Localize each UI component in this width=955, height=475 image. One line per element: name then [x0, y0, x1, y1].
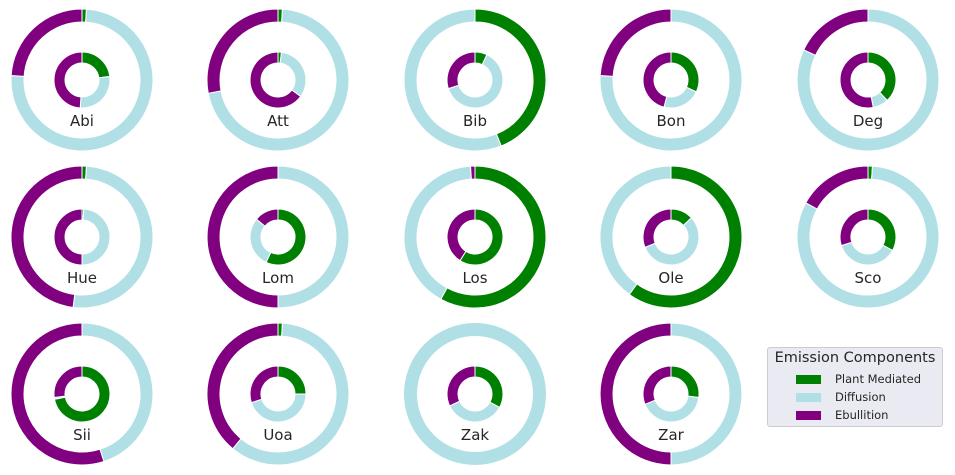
hue-outer-ebullition-wedge — [10, 165, 83, 308]
sco-inner-ebullition-wedge — [839, 208, 869, 247]
abi-inner-plant-mediated-wedge — [81, 51, 111, 79]
donut-deg: Deg — [796, 8, 940, 152]
los-inner-plant-mediated-wedge — [459, 208, 504, 266]
ole-inner-ebullition-wedge — [642, 208, 672, 248]
site-label-ole: Ole — [658, 269, 683, 287]
ole-outer-diffusion-wedge — [599, 165, 672, 296]
site-label-hue: Hue — [67, 269, 97, 287]
bon-outer-ebullition-wedge — [599, 8, 672, 77]
legend-label-plant-mediated: Plant Mediated — [835, 372, 922, 386]
deg-outer-diffusion-wedge — [796, 8, 940, 152]
lom-outer-ebullition-wedge — [206, 165, 279, 309]
site-label-zak: Zak — [461, 426, 489, 444]
site-label-lom: Lom — [262, 269, 294, 287]
donut-sii: Sii — [10, 322, 154, 466]
uoa-inner-ebullition-wedge — [249, 365, 279, 404]
hue-inner-diffusion-wedge — [81, 208, 111, 266]
site-label-los: Los — [462, 269, 487, 287]
deg-outer-ebullition-wedge — [803, 8, 869, 56]
zar-outer-ebullition-wedge — [599, 322, 672, 466]
donut-zak: Zak — [404, 323, 546, 465]
uoa-outer-ebullition-wedge — [206, 322, 279, 450]
donut-abi: Abi — [10, 8, 154, 152]
site-label-zar: Zar — [658, 426, 684, 444]
abi-inner-diffusion-wedge — [79, 75, 111, 109]
site-label-bib: Bib — [463, 112, 487, 130]
site-label-bon: Bon — [657, 112, 686, 130]
lom-inner-ebullition-wedge — [255, 208, 279, 227]
sii-outer-diffusion-wedge — [81, 322, 154, 463]
bib-inner-ebullition-wedge — [446, 51, 476, 90]
zak-inner-plant-mediated-wedge — [474, 365, 504, 409]
hue-inner-ebullition-wedge — [53, 208, 83, 266]
lom-inner-plant-mediated-wedge — [265, 208, 307, 266]
legend-label-diffusion: Diffusion — [835, 390, 886, 404]
sii-inner-plant-mediated-wedge — [53, 365, 111, 423]
legend-swatch-ebullition — [796, 410, 821, 420]
donut-bib: Bib — [403, 8, 547, 152]
site-label-abi: Abi — [70, 112, 94, 130]
sii-inner-ebullition-wedge — [53, 365, 83, 399]
donut-bon: Bon — [599, 8, 743, 152]
zak-inner-ebullition-wedge — [446, 365, 476, 407]
donut-uoa: Uoa — [206, 322, 350, 466]
los-inner-ebullition-wedge — [446, 208, 476, 262]
deg-inner-ebullition-wedge — [839, 51, 874, 109]
ole-inner-diffusion-wedge — [644, 217, 700, 266]
deg-inner-plant-mediated-wedge — [867, 51, 897, 102]
zak-outer-diffusion-wedge — [404, 323, 546, 465]
att-inner-diffusion-wedge — [279, 51, 307, 98]
bon-inner-diffusion-wedge — [663, 86, 698, 109]
sco-inner-plant-mediated-wedge — [867, 208, 897, 252]
los-outer-ebullition-wedge — [470, 165, 476, 180]
legend-item-diffusion: Diffusion — [796, 390, 886, 404]
zar-inner-ebullition-wedge — [642, 365, 672, 405]
att-outer-ebullition-wedge — [206, 8, 279, 94]
donut-hue: Hue — [10, 165, 154, 309]
zar-inner-plant-mediated-wedge — [670, 365, 700, 399]
donut-att: Att — [206, 8, 350, 152]
legend-item-plant-mediated: Plant Mediated — [796, 372, 921, 386]
sco-outer-diffusion-wedge — [796, 165, 940, 309]
att-outer-diffusion-wedge — [207, 8, 350, 152]
legend-item-ebullition: Ebullition — [796, 408, 888, 422]
sii-outer-ebullition-wedge — [10, 322, 105, 466]
abi-outer-ebullition-wedge — [10, 8, 83, 77]
zak-inner-diffusion-wedge — [448, 400, 501, 423]
lom-inner-diffusion-wedge — [249, 218, 272, 264]
site-label-sco: Sco — [855, 269, 882, 287]
legend-label-ebullition: Ebullition — [835, 408, 889, 422]
site-label-deg: Deg — [853, 112, 883, 130]
legend-title: Emission Components — [774, 350, 936, 366]
legend-swatch-diffusion — [796, 392, 821, 402]
site-label-uoa: Uoa — [263, 426, 292, 444]
abi-inner-ebullition-wedge — [53, 51, 83, 109]
legend: Emission Components Plant Mediated Diffu… — [767, 347, 943, 427]
bib-inner-diffusion-wedge — [447, 53, 504, 109]
site-label-sii: Sii — [73, 426, 91, 444]
att-inner-ebullition-wedge — [249, 51, 302, 109]
donut-sco: Sco — [796, 165, 940, 309]
bon-inner-ebullition-wedge — [642, 51, 672, 108]
los-outer-diffusion-wedge — [403, 165, 472, 300]
uoa-inner-plant-mediated-wedge — [277, 365, 307, 395]
sco-outer-ebullition-wedge — [805, 165, 869, 210]
donut-los: Los — [403, 165, 547, 309]
donut-lom: Lom — [206, 165, 350, 309]
site-label-att: Att — [267, 112, 289, 130]
donut-ole: Ole — [599, 165, 743, 309]
bon-inner-plant-mediated-wedge — [670, 51, 700, 93]
legend-swatch-plant-mediated — [796, 374, 821, 384]
bib-outer-diffusion-wedge — [403, 8, 502, 152]
donut-zar: Zar — [599, 322, 743, 466]
bon-outer-diffusion-wedge — [599, 8, 743, 152]
